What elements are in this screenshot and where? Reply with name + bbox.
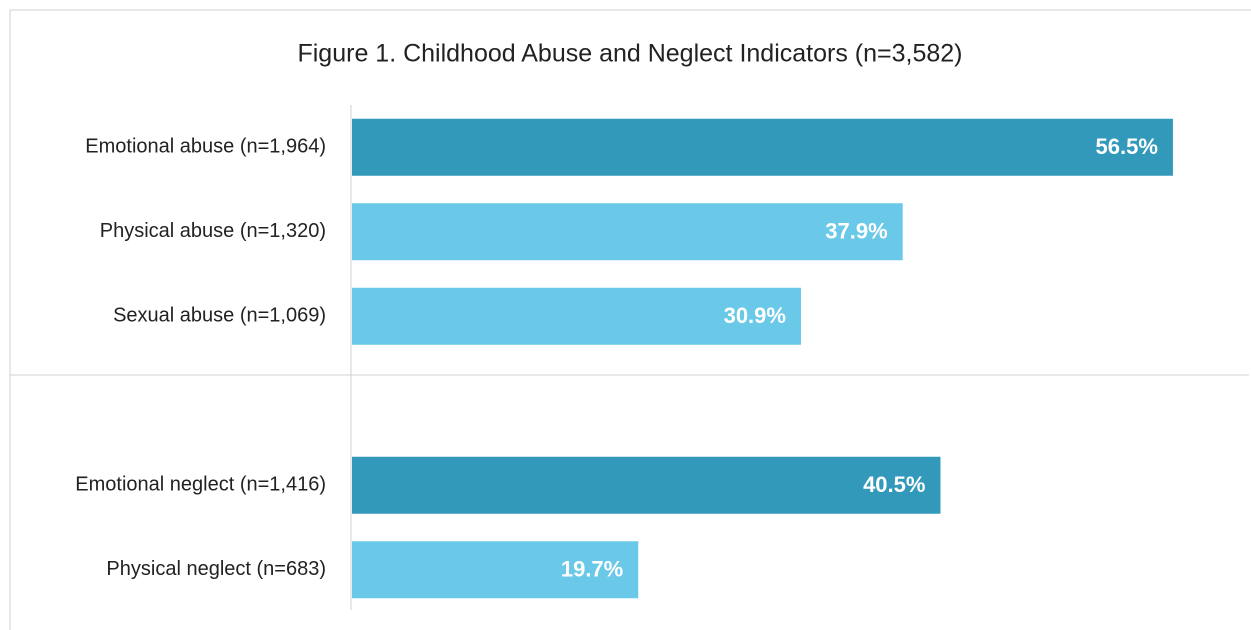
- bar: [352, 456, 941, 514]
- data-label: 37.9%: [825, 219, 887, 244]
- data-label: 19.7%: [561, 557, 623, 582]
- data-label: 30.9%: [724, 303, 786, 328]
- chart-title: Figure 1. Childhood Abuse and Neglect In…: [297, 40, 962, 68]
- y-tick-label: Emotional neglect (n=1,416): [75, 474, 326, 496]
- data-label: 56.5%: [1096, 134, 1158, 159]
- y-tick-label: Physical abuse (n=1,320): [100, 220, 326, 242]
- data-label: 40.5%: [863, 472, 925, 497]
- bar: [352, 287, 801, 345]
- y-tick-label: Physical neglect (n=683): [106, 558, 326, 580]
- y-tick-label: Sexual abuse (n=1,069): [113, 305, 326, 327]
- y-tick-label: Emotional abuse (n=1,964): [85, 136, 326, 158]
- bar: [352, 203, 903, 261]
- bar: [352, 118, 1173, 176]
- bar: [352, 541, 639, 599]
